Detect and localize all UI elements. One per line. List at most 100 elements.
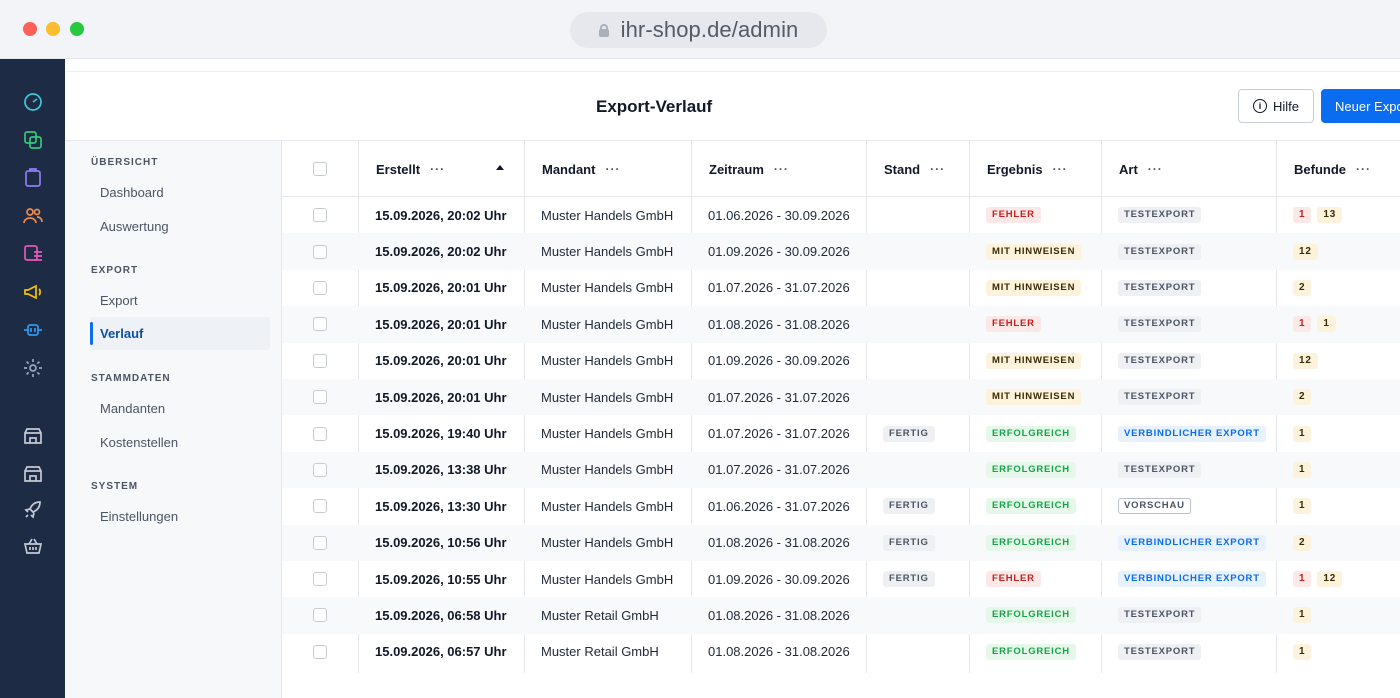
- type-badge: TESTEXPORT: [1118, 607, 1202, 624]
- cell-art: TESTEXPORT: [1101, 597, 1202, 633]
- column-menu-icon[interactable]: ···: [930, 162, 946, 176]
- cell-mandant: Muster Handels GmbH: [541, 498, 674, 514]
- table-row[interactable]: 15.09.2026, 20:01 Uhr Muster Handels GmbH…: [282, 343, 1400, 379]
- table-row[interactable]: 15.09.2026, 20:02 Uhr Muster Handels GmbH…: [282, 197, 1400, 233]
- table-row[interactable]: 15.09.2026, 19:40 Uhr Muster Handels GmbH…: [282, 415, 1400, 451]
- cell-erstellt: 15.09.2026, 20:01 Uhr: [375, 353, 507, 369]
- cell-stand: [866, 597, 883, 633]
- column-header-befunde[interactable]: Befunde ···: [1276, 141, 1400, 197]
- plug-icon[interactable]: [22, 319, 44, 341]
- cell-befunde: 1: [1276, 415, 1317, 451]
- column-header-art[interactable]: Art ···: [1101, 141, 1276, 197]
- sidebar-section-title: SYSTEM: [91, 481, 139, 492]
- dashboard-icon[interactable]: [22, 91, 44, 113]
- store-icon[interactable]: [22, 425, 44, 447]
- column-menu-icon[interactable]: ···: [773, 162, 789, 176]
- cell-stand: [866, 379, 883, 415]
- table-row[interactable]: 15.09.2026, 10:55 Uhr Muster Handels GmbH…: [282, 561, 1400, 597]
- row-select-cell: [282, 634, 358, 670]
- copy-icon[interactable]: [22, 129, 44, 151]
- cell-zeitraum: 01.08.2026 - 31.08.2026: [708, 644, 850, 660]
- cell-art: VERBINDLICHER EXPORT: [1101, 415, 1266, 451]
- table-row[interactable]: 15.09.2026, 06:57 Uhr Muster Retail GmbH 0…: [282, 634, 1400, 670]
- cell-art: TESTEXPORT: [1101, 197, 1202, 233]
- status-badge: FERTIG: [883, 425, 935, 442]
- column-menu-icon[interactable]: ···: [430, 162, 446, 176]
- cell-mandant: Muster Handels GmbH: [541, 571, 674, 587]
- row-checkbox[interactable]: [313, 244, 327, 259]
- result-badge: ERFOLGREICH: [986, 607, 1076, 624]
- column-header-erstellt[interactable]: Erstellt ···: [358, 141, 524, 197]
- status-badge: FERTIG: [883, 498, 935, 515]
- column-menu-icon[interactable]: ···: [1052, 162, 1068, 176]
- help-button[interactable]: i Hilfe: [1238, 89, 1314, 123]
- cell-zeitraum: 01.06.2026 - 30.09.2026: [708, 207, 850, 223]
- row-checkbox[interactable]: [313, 608, 327, 623]
- store-icon-2[interactable]: [22, 463, 44, 485]
- column-header-ergebnis[interactable]: Ergebnis ···: [969, 141, 1101, 197]
- cell-ergebnis: ERFOLGREICH: [969, 488, 1076, 524]
- row-checkbox[interactable]: [313, 572, 327, 587]
- cell-art: TESTEXPORT: [1101, 634, 1202, 670]
- table-row[interactable]: 15.09.2026, 13:38 Uhr Muster Handels GmbH…: [282, 451, 1400, 489]
- address-bar[interactable]: ihr-shop.de/admin: [570, 12, 827, 48]
- row-checkbox[interactable]: [313, 280, 327, 295]
- cell-mandant: Muster Handels GmbH: [541, 244, 674, 260]
- findings-count-badge: 2: [1293, 279, 1312, 296]
- sidebar-item-einstellungen[interactable]: Einstellungen: [100, 509, 179, 524]
- column-menu-icon[interactable]: ···: [605, 162, 621, 176]
- page-header: Export-Verlauf i Hilfe Neuer Export: [65, 59, 1400, 141]
- table-row[interactable]: 15.09.2026, 20:01 Uhr Muster Handels GmbH…: [282, 306, 1400, 343]
- sort-asc-icon[interactable]: [496, 165, 504, 170]
- column-menu-icon[interactable]: ···: [1356, 162, 1371, 176]
- row-checkbox[interactable]: [313, 462, 327, 477]
- sidebar-item-dashboard[interactable]: Dashboard: [100, 185, 164, 200]
- table-row[interactable]: 15.09.2026, 20:01 Uhr Muster Handels GmbH…: [282, 378, 1400, 416]
- rocket-icon[interactable]: [22, 499, 44, 521]
- row-checkbox[interactable]: [313, 426, 327, 441]
- row-select-cell: [282, 452, 358, 488]
- window-close-button[interactable]: [23, 22, 37, 36]
- row-checkbox[interactable]: [313, 317, 327, 332]
- sidebar-item-verlauf[interactable]: Verlauf: [90, 317, 270, 350]
- table-header: Erstellt ··· Mandant ··· Zeitraum ··· St…: [282, 141, 1400, 197]
- cell-stand: [866, 233, 883, 269]
- column-header-stand[interactable]: Stand ···: [866, 141, 969, 197]
- type-badge: TESTEXPORT: [1118, 643, 1202, 660]
- clipboard-icon[interactable]: [22, 167, 44, 189]
- row-checkbox[interactable]: [313, 644, 327, 659]
- users-icon[interactable]: [22, 205, 44, 227]
- column-header-mandant[interactable]: Mandant ···: [524, 141, 691, 197]
- row-checkbox[interactable]: [313, 390, 327, 405]
- table-row[interactable]: 15.09.2026, 13:30 Uhr Muster Handels GmbH…: [282, 488, 1400, 524]
- cell-ergebnis: ERFOLGREICH: [969, 597, 1076, 633]
- list-icon[interactable]: [22, 243, 44, 265]
- info-icon: i: [1252, 99, 1267, 113]
- table-row[interactable]: 15.09.2026, 20:02 Uhr Muster Handels GmbH…: [282, 233, 1400, 270]
- table-row[interactable]: 15.09.2026, 10:56 Uhr Muster Handels GmbH…: [282, 524, 1400, 561]
- sidebar-item-mandanten[interactable]: Mandanten: [100, 401, 166, 416]
- window-maximize-button[interactable]: [70, 22, 84, 36]
- table-row[interactable]: 15.09.2026, 20:01 Uhr Muster Handels GmbH…: [282, 270, 1400, 306]
- row-checkbox[interactable]: [313, 208, 327, 223]
- window-minimize-button[interactable]: [46, 22, 60, 36]
- row-checkbox[interactable]: [313, 499, 327, 514]
- basket-icon[interactable]: [22, 535, 44, 557]
- sidebar-item-auswertung[interactable]: Auswertung: [100, 219, 169, 234]
- gear-icon[interactable]: [22, 357, 44, 379]
- column-menu-icon[interactable]: ···: [1147, 162, 1163, 176]
- cell-art: VERBINDLICHER EXPORT: [1101, 525, 1266, 561]
- sidebar-item-export[interactable]: Export: [100, 293, 138, 308]
- cell-mandant: Muster Handels GmbH: [541, 389, 674, 405]
- megaphone-icon[interactable]: [22, 281, 44, 303]
- column-label: Erstellt: [376, 161, 421, 177]
- new-export-button[interactable]: Neuer Export: [1321, 89, 1400, 123]
- select-all-checkbox[interactable]: [313, 162, 327, 176]
- sidebar-item-kostenstellen[interactable]: Kostenstellen: [100, 435, 179, 450]
- table-row[interactable]: 15.09.2026, 06:58 Uhr Muster Retail GmbH 0…: [282, 597, 1400, 634]
- column-header-zeitraum[interactable]: Zeitraum ···: [691, 141, 866, 197]
- row-checkbox[interactable]: [313, 353, 327, 368]
- row-checkbox[interactable]: [313, 535, 327, 550]
- status-badge: FERTIG: [883, 571, 935, 588]
